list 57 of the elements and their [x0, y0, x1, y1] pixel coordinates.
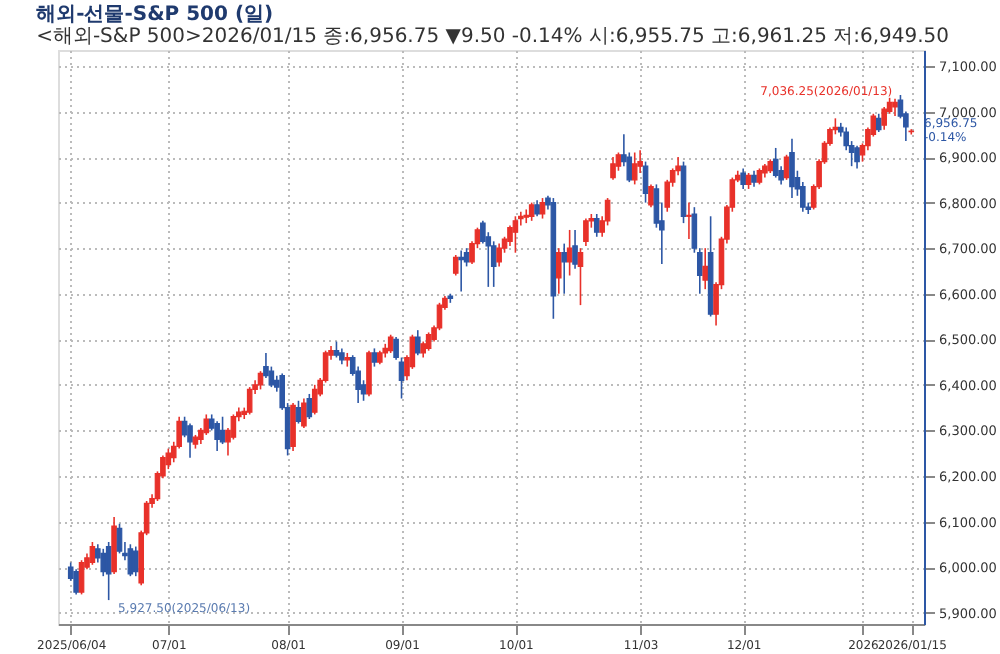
candlestick [73, 568, 79, 596]
candlestick [263, 352, 269, 379]
candlestick [507, 224, 513, 247]
candlestick [132, 545, 139, 577]
candlestick [528, 201, 535, 222]
candlestick [398, 356, 405, 400]
candlestick [214, 420, 220, 452]
candlestick [387, 333, 394, 354]
candlestick [512, 215, 519, 254]
candlestick [789, 138, 795, 199]
candlestick [572, 229, 578, 270]
candlestick [615, 151, 622, 172]
candlestick [425, 331, 432, 352]
candlestick [648, 183, 654, 208]
candlestick [246, 386, 253, 416]
candlestick [371, 347, 378, 368]
candlestick [366, 349, 372, 398]
candlestick [783, 153, 790, 181]
candlestick [740, 167, 746, 190]
candlestick [295, 399, 302, 425]
candlestick [593, 213, 600, 238]
candlestick [452, 254, 459, 277]
candlestick [306, 393, 313, 420]
candlestick [772, 147, 779, 179]
candlestick [702, 247, 709, 290]
candlestick [583, 217, 589, 247]
candlestick [881, 106, 887, 131]
candlestick [490, 240, 497, 288]
candlestick [458, 249, 464, 293]
candlestick [78, 559, 85, 596]
candlestick [100, 548, 107, 577]
candlestick [631, 151, 638, 186]
candlestick [127, 543, 134, 577]
candlestick [610, 156, 616, 181]
candlestick [539, 197, 546, 220]
candlestick [301, 397, 307, 429]
candlestick [854, 144, 860, 170]
candlestick [203, 413, 210, 436]
candlestick [187, 422, 193, 459]
candlestick [165, 447, 172, 470]
chart-title: 해외-선물-S&P 500 (일) [36, 4, 274, 26]
candlestick [555, 247, 562, 295]
candlestick [496, 242, 502, 268]
candlestick [875, 112, 882, 133]
candlestick [111, 516, 117, 575]
candlestick [414, 329, 421, 357]
candlestick [290, 402, 296, 452]
candlestick [344, 352, 351, 368]
candlestick [311, 384, 318, 416]
candlestick [393, 336, 399, 361]
candlestick [116, 522, 123, 555]
candlestick [577, 247, 584, 306]
candlestick [561, 242, 568, 295]
candlestick [523, 208, 530, 224]
candlestick [686, 201, 692, 240]
chart-subtitle: <해외-S&P 500>2026/01/15 종:6,956.75 ▼9.50 -0.14% 시:6,955.75 고:6,961.25 저:6,949.50 [36, 26, 950, 48]
candlestick [105, 541, 112, 601]
